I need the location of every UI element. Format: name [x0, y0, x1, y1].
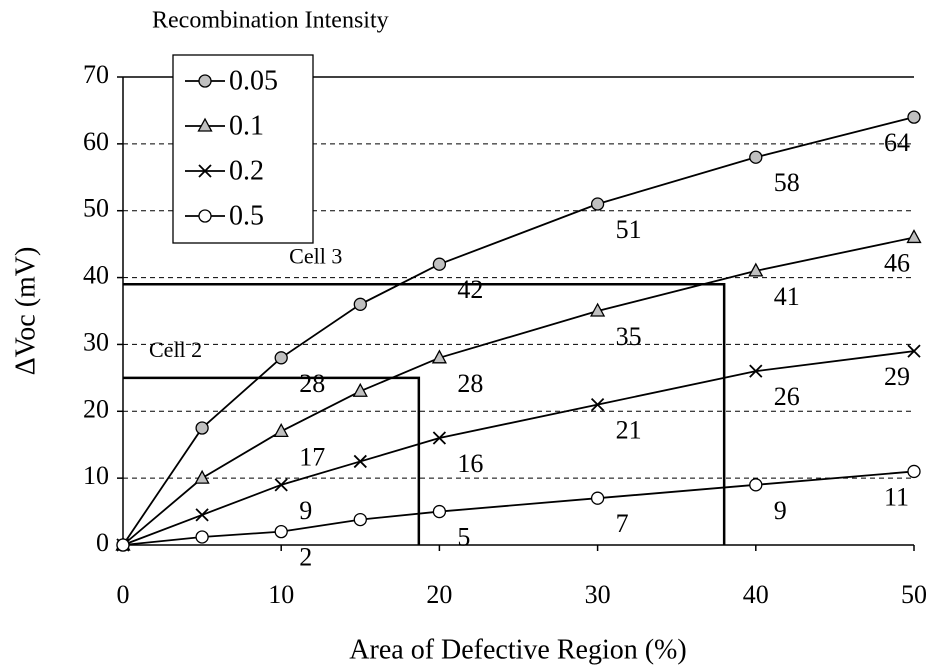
- marker: [353, 512, 367, 527]
- data-label: 29: [884, 362, 910, 391]
- marker: [432, 257, 447, 271]
- series-line: [122, 470, 915, 546]
- marker: [353, 454, 367, 469]
- marker: [907, 110, 921, 124]
- data-label: 21: [616, 416, 642, 445]
- y-axis-title: ΔVoc (mV): [10, 247, 41, 376]
- chart-title: Recombination Intensity: [152, 8, 389, 34]
- data-label: 26: [774, 382, 800, 411]
- data-label: 42: [457, 275, 483, 304]
- data-label: 2: [299, 543, 312, 572]
- data-label: 5: [457, 523, 470, 552]
- legend: 0.05 0.1 0.2 0.5: [172, 54, 314, 244]
- data-label: 35: [616, 322, 642, 351]
- marker: [590, 397, 605, 412]
- y-tick-label: 20: [83, 394, 109, 423]
- marker: [195, 508, 209, 522]
- y-tick-label: 70: [83, 60, 109, 89]
- data-label: 64: [884, 128, 910, 157]
- data-label: 41: [774, 282, 800, 311]
- cell-region: [123, 283, 726, 545]
- data-label: 46: [884, 248, 910, 277]
- x-tick-label: 30: [585, 580, 611, 609]
- marker: [749, 150, 763, 164]
- x-tick-label: 10: [268, 580, 294, 609]
- marker: [198, 74, 212, 88]
- series-line: [122, 116, 915, 546]
- marker: [198, 164, 212, 178]
- data-label: 17: [299, 442, 325, 471]
- x-tick-label: 50: [901, 580, 927, 609]
- marker: [274, 351, 288, 365]
- marker: [749, 364, 763, 378]
- marker: [274, 524, 288, 539]
- marker: [748, 262, 764, 277]
- marker: [431, 349, 447, 364]
- marker: [353, 297, 367, 311]
- x-tick-label: 0: [117, 580, 130, 609]
- marker: [197, 117, 213, 132]
- marker: [590, 197, 605, 211]
- marker: [432, 431, 447, 445]
- x-tick-label: 40: [743, 580, 769, 609]
- data-label: 7: [616, 509, 629, 538]
- annotation: Cell 3: [289, 243, 342, 268]
- marker: [195, 530, 209, 544]
- marker: [352, 382, 368, 397]
- series-line: [122, 350, 915, 546]
- cell-region: [123, 376, 421, 545]
- marker: [749, 478, 763, 492]
- series-line: [122, 236, 915, 546]
- marker: [198, 209, 212, 223]
- data-label: 9: [299, 496, 312, 525]
- y-tick-label: 10: [83, 461, 109, 490]
- y-tick-label: 40: [83, 261, 109, 290]
- legend-label: 0.2: [229, 155, 264, 186]
- data-label: 58: [774, 168, 800, 197]
- y-tick-label: 0: [96, 528, 109, 557]
- marker: [590, 302, 606, 317]
- data-label: 28: [457, 369, 483, 398]
- data-label: 16: [457, 449, 483, 478]
- y-tick-label: 30: [83, 327, 109, 356]
- marker: [273, 422, 289, 437]
- data-label: 9: [774, 496, 787, 525]
- marker: [432, 504, 447, 519]
- legend-label: 0.05: [229, 65, 278, 96]
- marker: [907, 344, 921, 358]
- legend-label: 0.5: [229, 200, 264, 231]
- marker: [194, 469, 210, 484]
- x-tick-label: 20: [426, 580, 452, 609]
- marker: [590, 491, 605, 505]
- y-tick-label: 60: [83, 127, 109, 156]
- data-label: 11: [884, 482, 909, 511]
- marker: [274, 478, 288, 492]
- marker: [116, 538, 130, 552]
- marker: [195, 421, 209, 435]
- annotation: Cell 2: [149, 337, 202, 362]
- marker: [907, 464, 921, 479]
- legend-label: 0.1: [229, 110, 264, 141]
- y-tick-label: 50: [83, 194, 109, 223]
- marker: [906, 229, 922, 244]
- x-axis-title: Area of Defective Region (%): [349, 634, 686, 665]
- data-label: 28: [299, 369, 325, 398]
- data-label: 51: [616, 215, 642, 244]
- legend-box: [172, 54, 314, 244]
